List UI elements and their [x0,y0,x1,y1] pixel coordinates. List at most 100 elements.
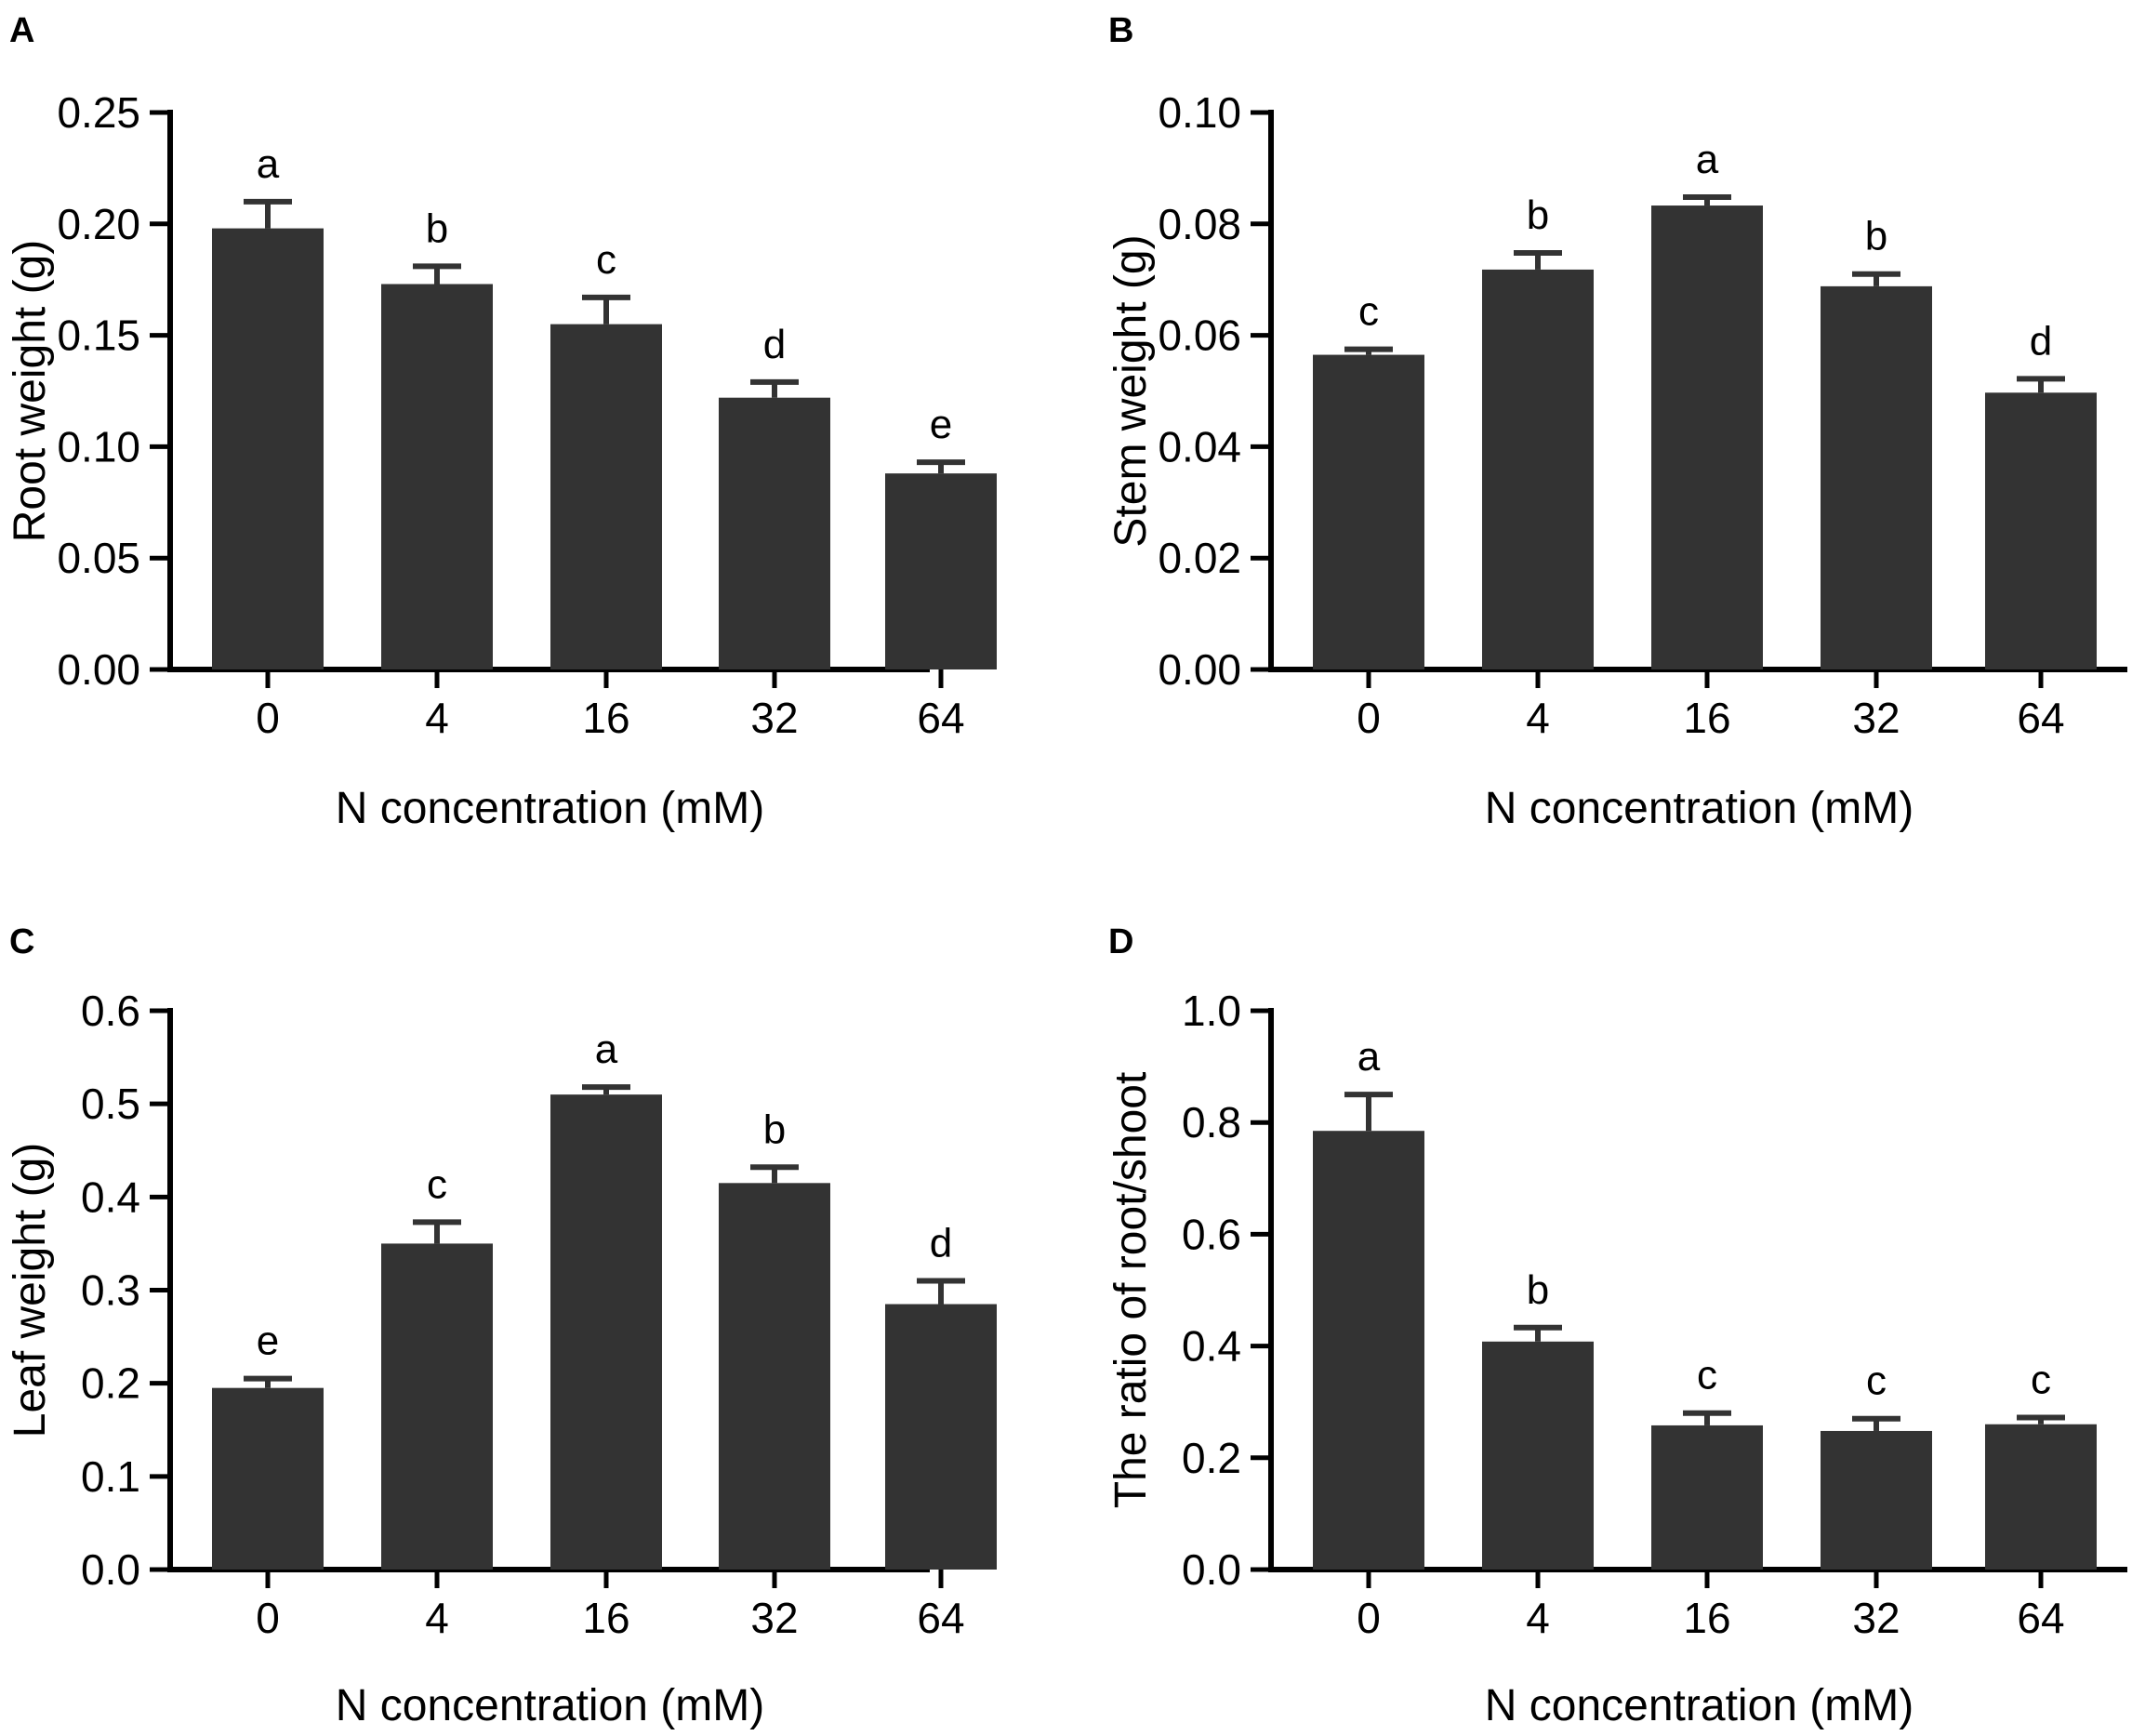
x-tick-label: 32 [1852,1594,1900,1642]
y-tick-label: 0.10 [57,422,140,470]
bar [550,1094,662,1570]
y-tick-label: 0.4 [81,1173,140,1221]
bar [1821,1430,1932,1570]
x-tick-label: 4 [425,694,449,742]
panel-b: B 0.00 0.02 0.04 0.06 0.08 0.10 c 0 b 4 a 16 b 32 d 64 N … [1106,11,2127,833]
x-axis-label: N concentration (mM) [1485,784,1914,833]
bar [381,1243,493,1570]
bar [212,228,324,670]
significance-label: b [1865,214,1887,259]
bar [885,473,997,669]
y-tick-label: 1.0 [1182,987,1241,1035]
significance-label: e [930,402,952,447]
y-tick-label: 0.3 [81,1266,140,1315]
panel-letter: A [9,11,34,50]
panel-d: D 0.0 0.2 0.4 0.6 0.8 1.0 a 0 b 4 c 16 c 32 c 64 N concen… [1106,922,2127,1730]
x-tick-label: 0 [256,1594,280,1642]
bar [1651,1425,1763,1570]
bar [1985,1424,2097,1570]
x-tick-label: 4 [1526,694,1550,742]
bar [212,1387,324,1570]
panel-letter: B [1108,11,1133,50]
y-tick-label: 0.0 [1182,1545,1241,1594]
x-tick-label: 32 [750,1594,798,1642]
x-tick-label: 64 [2017,694,2064,742]
significance-label: b [763,1107,786,1152]
significance-label: c [1358,289,1379,335]
y-tick-label: 0.15 [57,311,140,360]
y-tick-label: 0.10 [1158,88,1241,137]
y-tick-label: 0.02 [1158,534,1241,582]
bar [1985,392,2097,669]
panel-letter: D [1108,922,1133,961]
significance-label: d [930,1220,952,1266]
x-tick-label: 0 [256,694,280,742]
y-axis-label: Root weight (g) [6,240,55,542]
y-tick-label: 0.05 [57,534,140,582]
bar [550,324,662,669]
x-tick-label: 64 [917,694,964,742]
x-tick-label: 32 [750,694,798,742]
significance-label: c [427,1161,447,1207]
significance-label: a [257,141,280,187]
panel-a: A 0.00 0.05 0.10 0.15 0.20 0.25 a 0 b 4 c 16 d 32 e 64 N … [6,11,997,833]
panel-letter: C [9,922,34,961]
bar [1313,1131,1424,1570]
x-tick-label: 16 [582,1594,629,1642]
y-tick-label: 0.0 [81,1545,140,1594]
x-tick-label: 4 [425,1594,449,1642]
bar [1651,205,1763,669]
x-tick-label: 16 [1683,694,1730,742]
significance-label: d [763,322,786,367]
x-tick-label: 16 [582,694,629,742]
significance-label: b [1527,1267,1549,1313]
bar [381,284,493,669]
y-tick-label: 0.00 [1158,645,1241,694]
y-tick-label: 0.6 [81,987,140,1035]
x-tick-label: 4 [1526,1594,1550,1642]
y-tick-label: 0.1 [81,1452,140,1501]
panel-c: C 0.0 0.1 0.2 0.3 0.4 0.5 0.6 e 0 c 4 a 16 b 32 d 64 N con… [6,922,997,1730]
y-axis-label: Leaf weight (g) [6,1143,55,1438]
significance-label: b [1527,192,1549,238]
y-tick-label: 0.08 [1158,200,1241,248]
x-tick-label: 0 [1357,694,1381,742]
x-tick-label: 0 [1357,1594,1381,1642]
significance-label: b [426,205,448,251]
bar [885,1304,997,1570]
y-tick-label: 0.25 [57,88,140,137]
x-axis-label: N concentration (mM) [336,1681,764,1730]
y-tick-label: 0.2 [1182,1434,1241,1482]
bar [719,397,830,669]
significance-label: c [596,237,616,283]
bar [1482,1341,1594,1570]
bar [1313,354,1424,669]
significance-label: a [1357,1034,1381,1080]
y-tick-label: 0.6 [1182,1210,1241,1258]
significance-label: a [1696,137,1719,182]
x-tick-label: 16 [1683,1594,1730,1642]
significance-label: a [595,1027,618,1072]
y-tick-label: 0.00 [57,645,140,694]
y-axis-label: Stem weight (g) [1106,234,1156,547]
y-tick-label: 0.8 [1182,1098,1241,1146]
y-tick-label: 0.4 [1182,1322,1241,1371]
significance-label: c [1697,1353,1717,1398]
x-tick-label: 32 [1852,694,1900,742]
x-tick-label: 64 [917,1594,964,1642]
y-tick-label: 0.04 [1158,422,1241,470]
x-axis-label: N concentration (mM) [336,784,764,833]
bar [1821,285,1932,669]
significance-label: c [2031,1358,2051,1403]
y-tick-label: 0.5 [81,1080,140,1128]
x-tick-label: 64 [2017,1594,2064,1642]
bar [719,1183,830,1570]
y-tick-label: 0.20 [57,200,140,248]
x-axis-label: N concentration (mM) [1485,1681,1914,1730]
y-tick-label: 0.2 [81,1359,140,1408]
y-axis-label: The ratio of root/shoot [1106,1072,1156,1509]
significance-label: c [1866,1358,1887,1404]
bar [1482,269,1594,669]
significance-label: d [2030,318,2052,364]
